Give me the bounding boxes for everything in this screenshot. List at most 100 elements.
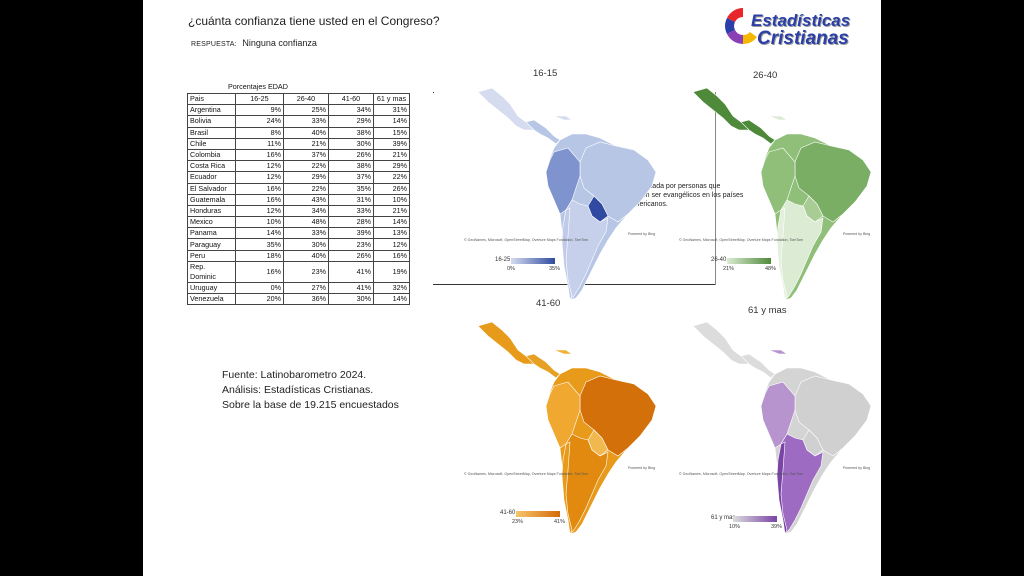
table-cell: 27% — [283, 281, 329, 295]
table-cell: 12% — [235, 204, 284, 218]
table-cell: 21% — [283, 137, 329, 150]
table-cell: 48% — [283, 216, 329, 229]
table-row: Costa Rica 12% 22% 38% 29% — [187, 160, 410, 173]
map-title: 26-40 — [753, 70, 778, 81]
source-line-3: Sobre la base de 19.215 encuestados — [222, 399, 399, 411]
table-cell: 28% — [328, 216, 374, 229]
table-cell: Brasil — [187, 126, 236, 139]
response-line: RESPUESTA: Ninguna confianza — [191, 38, 317, 48]
table-cell: 30% — [328, 137, 374, 150]
table-cell: 13% — [373, 227, 410, 240]
table-cell: Colombia — [187, 148, 236, 162]
note-text: Respuesta dada por personas que contesta… — [613, 183, 744, 208]
legend-min: 21% — [723, 266, 735, 272]
map-credit: © GeoNames, Microsoft, OpenStreetMap, Ov… — [679, 472, 804, 476]
table-cell: 37% — [283, 148, 329, 162]
choropleth-map — [477, 87, 657, 301]
table-cell: 31% — [373, 104, 410, 117]
data-table: Pais 16-25 26-40 41-60 61 y mas Argentina 9% 25… — [187, 92, 410, 306]
table-row: Peru 18% 40% 26% 16% — [187, 249, 410, 262]
table-header-cell: 61 y mas — [373, 92, 410, 106]
legend-max: 39% — [771, 524, 783, 530]
table-cell: 39% — [328, 227, 374, 240]
table-cell: 23% — [328, 238, 374, 251]
logo-icon — [725, 8, 757, 44]
choropleth-map — [692, 87, 872, 301]
table-cell: 8% — [235, 126, 284, 139]
table-row: Bolivia 24% 33% 29% 14% — [187, 115, 410, 128]
table-cell: Mexico — [187, 216, 236, 229]
map-title: 16-15 — [533, 68, 558, 79]
divider-right — [715, 92, 716, 285]
table-cell: 22% — [283, 182, 329, 195]
legend-label: 41-60 — [500, 510, 516, 516]
source-line-2: Análisis: Estadísticas Cristianas. — [222, 384, 374, 396]
region-brazil — [579, 375, 657, 457]
table-cell: Ecuador — [187, 171, 236, 184]
table-cell: 31% — [328, 193, 374, 206]
table-cell: 33% — [283, 115, 329, 128]
logo-text-1: Estadísticas — [751, 11, 851, 30]
region-chile — [561, 207, 573, 301]
table-cell: Argentina — [187, 104, 236, 117]
table-header-cell: 26-40 — [283, 92, 329, 106]
powered-by-text: Powered by Bing — [628, 466, 656, 470]
table-cell: Costa Rica — [187, 160, 236, 173]
table-header-cell: 16-25 — [235, 92, 284, 106]
table-cell: 36% — [283, 292, 329, 306]
table-row: Guatemala 16% 43% 31% 10% — [187, 193, 410, 206]
region-chile — [776, 207, 788, 301]
logo: Estadísticas Cristianas — [721, 2, 869, 50]
table-row: Panama 14% 33% 39% 13% — [187, 227, 410, 240]
map-credit: © GeoNames, Microsoft, OpenStreetMap, Ov… — [464, 472, 589, 476]
page-title: ¿cuánta confianza tiene usted en el Cong… — [188, 14, 440, 28]
table-cell: 16% — [235, 260, 284, 283]
table-header-row: Pais 16-25 26-40 41-60 61 y mas — [187, 92, 410, 106]
table-cell: 16% — [235, 182, 284, 195]
table-cell: 26% — [328, 148, 374, 162]
table-cell: 0% — [235, 281, 284, 295]
table-header-cell: 41-60 — [328, 92, 374, 106]
table-row: Colombia 16% 37% 26% 21% — [187, 148, 410, 162]
legend-label: 26-40 — [711, 257, 727, 263]
legend-gradient — [727, 258, 771, 264]
table-cell: 22% — [373, 171, 410, 184]
table-row: Uruguay 0% 27% 41% 32% — [187, 281, 410, 295]
table-cell: 41% — [328, 281, 374, 295]
table-cell: 14% — [373, 292, 410, 306]
table-row: El Salvador 16% 22% 35% 26% — [187, 182, 410, 195]
table-cell: 30% — [328, 292, 374, 306]
table-cell: Paraguay — [187, 238, 236, 251]
map-title: 41-60 — [536, 298, 561, 309]
table-cell: Chile — [187, 137, 236, 150]
table-cell: Uruguay — [187, 281, 236, 295]
table-cell: 12% — [235, 171, 284, 184]
table-cell: 35% — [235, 238, 284, 251]
table-row: Paraguay 35% 30% 23% 12% — [187, 238, 410, 251]
logo-text-2: Cristianas — [757, 28, 849, 49]
table-cell: 23% — [283, 260, 329, 283]
table-cell: 18% — [235, 249, 284, 262]
table-cell: 32% — [373, 281, 410, 295]
table-cell: 33% — [328, 204, 374, 218]
choropleth-map — [477, 321, 657, 535]
table-cell: 20% — [235, 292, 284, 306]
table-cell: 21% — [373, 204, 410, 218]
table-cell: Bolivia — [187, 115, 236, 128]
source-text: Fuente: Latinobarometro 2024. Análisis: … — [222, 368, 399, 413]
response-value: Ninguna confianza — [242, 38, 317, 48]
table-row: Brasil 8% 40% 38% 15% — [187, 126, 410, 139]
table-cell: 15% — [373, 126, 410, 139]
legend-min: 0% — [507, 266, 515, 272]
region-caribbean — [553, 349, 573, 355]
response-label: RESPUESTA: — [191, 41, 237, 48]
table-row: Ecuador 12% 29% 37% 22% — [187, 171, 410, 184]
legend-label: 16-25 — [495, 257, 511, 263]
table-cell: 41% — [328, 260, 374, 283]
slide: ¿cuánta confianza tiene usted en el Cong… — [143, 0, 881, 576]
region-brazil — [579, 141, 657, 223]
table-cell: 34% — [283, 204, 329, 218]
table-cell: Guatemala — [187, 193, 236, 206]
table-row: Mexico 10% 48% 28% 14% — [187, 216, 410, 229]
region-chile — [776, 441, 788, 535]
